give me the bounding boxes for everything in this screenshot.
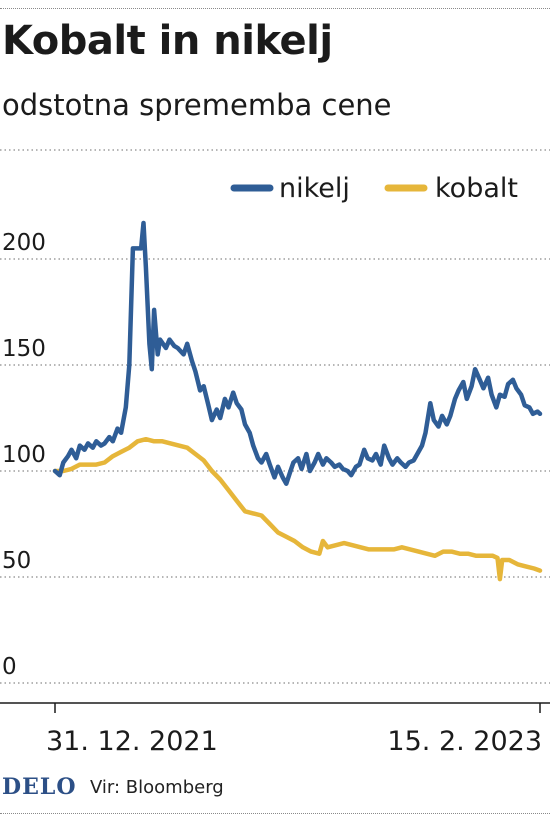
grid-lines [0,149,550,684]
y-tick-label-150: 150 [2,336,46,362]
y-axis-tick-labels: 0 50 100 150 200 [2,230,46,680]
x-tick-label-2: 15. 2. 2023 [387,726,542,757]
series-line-kobalt [52,436,543,582]
y-tick-label-50: 50 [2,548,31,574]
chart-title: Kobalt in nikelj [2,18,333,64]
x-tick-label-1: 31. 12. 2021 [46,726,218,757]
y-tick-label-0: 0 [2,654,17,680]
delo-logo: DELO [2,774,77,800]
source-note: Vir: Bloomberg [90,777,224,798]
legend-label-nikelj: nikelj [279,173,350,204]
series-line-nikelj [52,220,543,486]
chart-subtitle: odstotna sprememba cene [2,88,392,122]
bottom-divider [0,813,550,814]
x-axis: 31. 12. 2021 15. 2. 2023 [0,702,550,757]
line-chart: 0 50 100 150 200 31. 12. 2021 15. 2. 2023 nik… [0,149,550,757]
legend: nikelj kobalt [230,173,518,204]
legend-label-kobalt: kobalt [435,173,518,204]
y-tick-label-100: 100 [2,442,46,468]
series-lines [52,220,543,582]
y-tick-label-200: 200 [2,230,46,256]
top-divider [0,8,550,9]
